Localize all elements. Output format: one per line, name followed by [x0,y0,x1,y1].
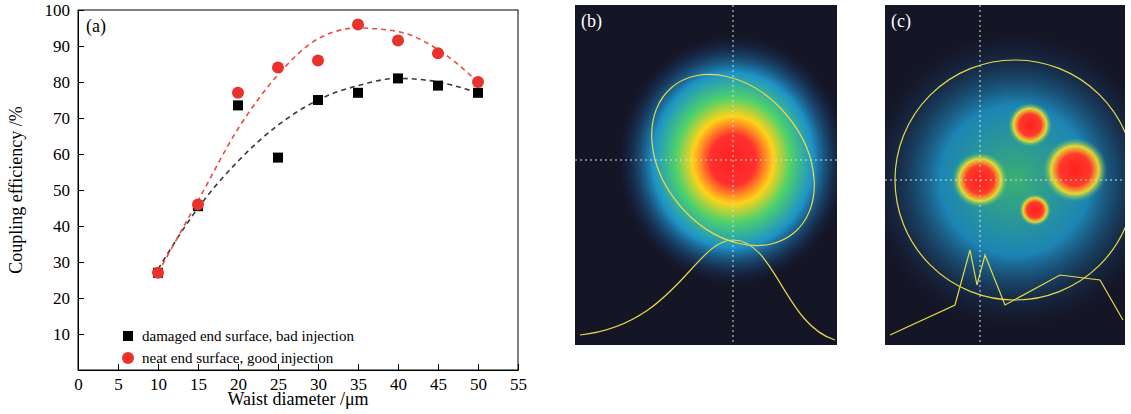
x-tick: 15 [190,364,207,394]
y-tick-mark [78,154,84,155]
y-tick-label: 20 [53,289,70,308]
y-tick-mark [78,190,84,191]
data-point [233,100,243,110]
data-point [393,73,403,83]
beam-image: (b) [575,5,848,345]
data-point [313,95,323,105]
x-tick-label: 45 [430,375,447,394]
panel-label: (c) [891,11,911,32]
y-tick-label: 80 [53,73,70,92]
panel-label: (a) [86,16,106,37]
data-point [273,153,283,163]
data-point [192,198,204,210]
beam-halo [885,30,1125,330]
y-tick-mark [78,46,84,47]
data-point [433,81,443,91]
y-tick-mark [78,10,84,11]
crosshair [980,5,981,345]
crosshair [575,160,837,161]
y-tick: 70 [53,109,84,128]
y-tick-label: 90 [53,37,70,56]
y-tick-label: 100 [45,1,71,20]
x-tick-label: 10 [150,375,167,394]
profile-curve [890,250,1123,335]
y-tick-mark [78,334,84,335]
x-tick-mark [398,364,399,370]
beam-spot [1008,103,1052,147]
fit-curve [158,28,478,273]
data-point [473,88,483,98]
crosshair [885,180,1125,181]
data-point [392,35,404,47]
x-tick-label: 5 [114,375,123,394]
x-tick-label: 0 [74,375,83,394]
data-point [432,47,444,59]
x-tick: 40 [390,364,407,394]
beam-image: (c) [865,5,1131,345]
y-axis-title: Coupling efficiency /% [6,106,26,274]
y-tick-label: 50 [53,181,70,200]
data-point [312,54,324,66]
x-axis-title: Waist diameter /μm [227,389,368,409]
beam-spot [1019,194,1051,226]
y-tick: 90 [53,37,84,56]
data-point [232,87,244,99]
y-tick-mark [78,226,84,227]
plot-frame [78,10,518,370]
x-tick: 50 [470,364,487,394]
legend-label: damaged end surface, bad injection [142,328,354,344]
x-tick-label: 15 [190,375,207,394]
legend: damaged end surface, bad injection neat e… [122,328,354,366]
data-point [272,62,284,74]
x-tick-mark [118,364,119,370]
x-tick-mark [518,364,519,370]
x-tick-label: 50 [470,375,487,394]
data-point [352,18,364,30]
crosshair [733,5,734,345]
legend-label: neat end surface, good injection [142,350,334,366]
y-tick-label: 30 [53,253,70,272]
data-point [152,267,164,279]
x-tick: 5 [114,364,123,394]
y-tick-mark [78,262,84,263]
y-axis: 10 20 30 40 50 60 70 80 90 100 [45,1,85,371]
y-tick-mark [78,118,84,119]
data-point [353,88,363,98]
x-tick-mark [478,364,479,370]
x-tick-mark [358,364,359,370]
beam-spot [1043,138,1107,202]
y-tick: 80 [53,73,84,92]
x-axis-line [79,370,519,371]
data-point [153,268,163,278]
y-tick: 20 [53,289,84,308]
y-tick: 50 [53,181,84,200]
y-tick: 10 [53,325,84,344]
y-tick-label: 40 [53,217,70,236]
profile-curve [580,240,835,340]
x-tick: 45 [430,364,447,394]
y-tick: 100 [45,1,85,20]
fit-curve [158,78,478,269]
y-tick: 60 [53,145,84,164]
x-tick-mark [438,364,439,370]
x-tick: 10 [150,364,167,394]
x-tick: 55 [510,364,527,394]
y-tick-mark [78,82,84,83]
y-tick-label: 60 [53,145,70,164]
y-tick: 40 [53,217,84,236]
y-tick-mark [78,298,84,299]
legend-marker [123,331,133,341]
figure: 0510152025303540455055102030405060708090… [0,0,1131,414]
plot-area [152,18,484,278]
data-point [472,76,484,88]
x-tick-label: 40 [390,375,407,394]
panel-label: (b) [581,11,602,32]
y-tick: 30 [53,253,84,272]
y-tick-label: 10 [53,325,70,344]
legend-marker [122,352,134,364]
x-tick-label: 55 [510,375,527,394]
y-tick-label: 70 [53,109,70,128]
